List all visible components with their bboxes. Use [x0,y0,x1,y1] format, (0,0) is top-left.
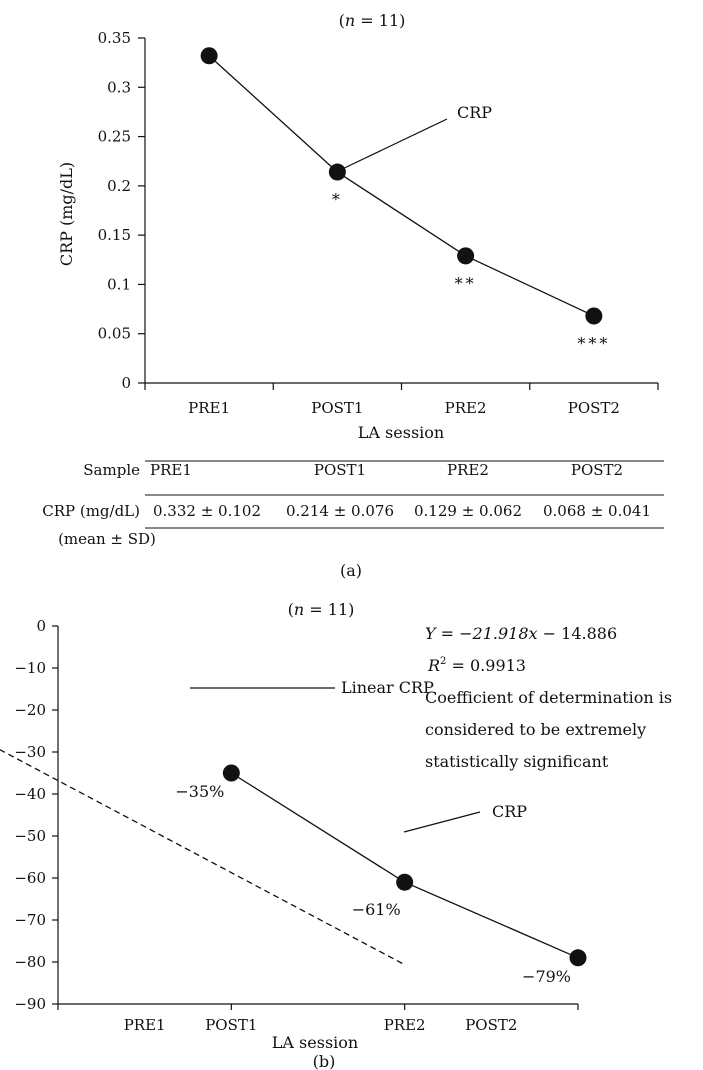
panel-b-y-tick-label: −20 [14,701,46,719]
table-cell: 0.332 ± 0.102 [153,502,261,520]
panel-b-x-tick-label: POST1 [205,1016,257,1034]
panel-b-note-line: Coefficient of determination is [425,688,672,707]
panel-b-crp-legend-leader [403,811,481,833]
panel-b-y-tick-label: −50 [14,827,46,845]
table-col-header: POST2 [571,461,623,479]
panel-b-x-tick-label: POST2 [465,1016,517,1034]
panel-b-data-point [396,873,414,891]
panel-a-legend-label: CRP [457,103,492,122]
panel-a-y-tick-label: 0.15 [98,226,131,244]
panel-b-equation: Y = −21.918x − 14.886 [425,624,617,643]
panel-a-y-tick-label: 0 [121,374,131,392]
panel-a-data-point [328,163,346,181]
table-cell: 0.214 ± 0.076 [286,502,394,520]
panel-b-data-point [222,764,240,782]
panel-a-significance-marker: *** [577,334,610,353]
panel-b-x-tick-label: PRE2 [384,1016,426,1034]
panel-a-y-tick-label: 0.3 [107,78,131,96]
panel-b-note-line: statistically significant [425,752,609,771]
panel-b-y-tick-label: −30 [14,743,46,761]
panel-b-n-label: (n = 11) [288,600,355,619]
panel-a-significance-marker: * [332,190,343,209]
panel-b-x-tick-label: PRE1 [124,1016,166,1034]
panel-b-y-tick-label: −40 [14,785,46,803]
panel-a-y-tick-label: 0.1 [107,275,131,293]
panel-a-y-tick-label: 0.25 [98,128,131,146]
panel-a-data-point [200,47,218,65]
table-col-header: PRE1 [150,461,192,479]
table-cell: 0.129 ± 0.062 [414,502,522,520]
panel-b-note-line: considered to be extremely [425,720,646,739]
panel-b-linear-trendline [0,749,405,966]
panel-b-data-point [569,949,587,967]
table-col-header: POST1 [314,461,366,479]
panel-a-y-tick-label: 0.2 [107,177,131,195]
panel-b-y-tick-label: −80 [14,953,46,971]
panel-a-data-point [585,307,603,325]
table-row-label: CRP (mg/dL) [42,502,140,520]
panel-b-y-tick-label: −60 [14,869,46,887]
panel-a-legend-leader [335,118,448,173]
panel-a-data-point [457,247,475,265]
panel-a-y-tick-label: 0.35 [98,29,131,47]
panel-b-r-squared: R2 = 0.9913 [427,656,526,675]
table-header-label: Sample [83,461,140,479]
panel-a-caption: (a) [340,561,362,580]
panel-a-x-tick-label: POST1 [311,399,363,417]
table-col-header: PRE2 [447,461,489,479]
panel-b: (n = 11) 0 −10 −20 −30 −40 −50 −60 −70 −80 −90 PR… [0,600,672,1052]
panel-b-data-label: −35% [175,782,224,801]
panel-a: (n = 11) 0 0.05 0.1 0.15 0.2 0.25 0.3 0.35 PRE1… [57,11,659,442]
panel-a-y-tick-label: 0.05 [98,325,131,343]
panel-b-data-label: −61% [352,900,401,919]
panel-a-x-axis-label: LA session [358,423,444,442]
panel-b-crp-legend-label: CRP [492,802,527,821]
panel-b-trend-legend-label: Linear CRP [341,678,434,697]
panel-b-caption: (b) [313,1052,336,1070]
table-row-label-sub: (mean ± SD) [58,530,156,548]
panel-b-crp-line [230,772,579,959]
panel-b-y-tick-label: −10 [14,659,46,677]
panel-b-x-axis-label: LA session [272,1033,358,1052]
panel-a-x-tick-label: PRE2 [445,399,487,417]
table-cell: 0.068 ± 0.041 [543,502,651,520]
panel-b-y-tick-label: −70 [14,911,46,929]
panel-a-n-label: (n = 11) [339,11,406,30]
panel-b-data-label: −79% [522,967,571,986]
data-table: Sample CRP (mg/dL) (mean ± SD) PRE1 POST… [42,460,664,548]
panel-a-y-axis-label: CRP (mg/dL) [57,162,76,266]
panel-a-x-tick-label: POST2 [568,399,620,417]
panel-a-x-tick-label: PRE1 [188,399,230,417]
panel-b-y-tick-label: 0 [36,617,46,635]
panel-b-y-tick-label: −90 [14,995,46,1013]
panel-a-crp-line [208,55,595,317]
panel-a-significance-marker: ** [455,274,477,293]
